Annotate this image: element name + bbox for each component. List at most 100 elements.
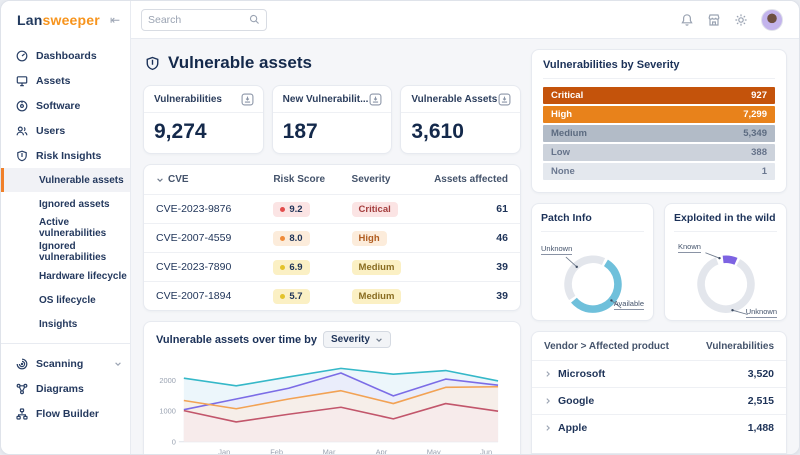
chevron-right-icon[interactable]	[544, 424, 552, 432]
sidebar-item-dashboards[interactable]: Dashboards	[1, 43, 130, 68]
sidebar-item-scanning[interactable]: Scanning	[1, 351, 130, 376]
stat-value: 187	[282, 120, 318, 143]
sidebar-item-diagrams[interactable]: Diagrams	[1, 376, 130, 401]
collapse-sidebar-icon[interactable]: ⇤	[109, 13, 120, 27]
severity-bar-high[interactable]: High 7,299	[543, 106, 775, 123]
save-widget-icon[interactable]	[369, 93, 382, 106]
trend-chart-card: Vulnerable assets over time by Severity …	[143, 321, 521, 454]
cve-id: CVE-2007-4559	[156, 232, 232, 244]
save-widget-icon[interactable]	[241, 93, 254, 106]
risk-dot	[280, 264, 286, 270]
chevron-right-icon[interactable]	[544, 397, 552, 405]
cve-table: CVE Risk Score Severity Assets affected …	[143, 164, 521, 311]
page-shield-icon	[145, 56, 160, 71]
severity-bar-critical[interactable]: Critical 927	[543, 87, 775, 104]
logo-row: Lansweeper ⇤	[1, 1, 130, 39]
sidebar-item-ignored-vulnerabilities[interactable]: Ignored vulnerabilities	[1, 240, 130, 264]
table-row[interactable]: CVE-2007-1894 5.7 Medium 39	[144, 281, 520, 310]
svg-text:Apr: Apr	[376, 448, 388, 454]
sidebar-item-label: Assets	[36, 74, 71, 87]
svg-text:Jun: Jun	[480, 448, 492, 454]
sidebar-item-label: Active vulnerabilities	[39, 217, 107, 239]
search-input[interactable]	[148, 13, 245, 26]
severity-bar-medium[interactable]: Medium 5,349	[543, 125, 775, 142]
group-by-dropdown[interactable]: Severity	[323, 331, 391, 348]
sidebar-item-software[interactable]: Software	[1, 93, 130, 118]
sidebar-item-insights[interactable]: Insights	[1, 312, 130, 336]
page-title: Vulnerable assets	[168, 53, 312, 72]
assets-affected-value: 46	[496, 232, 508, 244]
stat-label: New Vulnerabilit...	[282, 94, 369, 105]
exploited-donut	[696, 252, 755, 315]
vendor-row-google[interactable]: Google 2,515	[532, 387, 786, 414]
severity-bar-none[interactable]: None 1	[543, 163, 775, 180]
sidebar-item-label: Diagrams	[36, 382, 84, 395]
sidebar-item-assets[interactable]: Assets	[1, 68, 130, 93]
store-icon[interactable]	[707, 13, 721, 27]
vendor-row-microsoft[interactable]: Microsoft 3,520	[532, 360, 786, 387]
sidebar-item-label: Insights	[39, 318, 78, 330]
column-header-cve[interactable]: CVE	[156, 174, 273, 185]
lansweeper-logo: Lansweeper	[17, 12, 100, 28]
severity-bar-low[interactable]: Low 388	[543, 144, 775, 161]
sidebar-item-label: Software	[36, 99, 81, 112]
vendor-row-apple[interactable]: Apple 1,488	[532, 414, 786, 441]
sidebar-item-risk-insights[interactable]: Risk Insights	[1, 143, 130, 168]
severity-badge: Critical	[351, 201, 398, 217]
column-header-assets-affected[interactable]: Assets affected	[434, 174, 508, 185]
risk-dot	[280, 206, 286, 212]
donut-label-known: Known	[678, 242, 701, 253]
chevron-right-icon[interactable]	[544, 370, 552, 378]
donut-label-unknown: Unknown	[745, 307, 777, 318]
sidebar-item-os-lifecycle[interactable]: OS lifecycle	[1, 288, 130, 312]
sidebar-item-vulnerable-assets[interactable]: Vulnerable assets	[1, 168, 130, 192]
stat-value: 9,274	[154, 120, 207, 143]
sidebar-item-label: Scanning	[36, 357, 84, 370]
column-header-vulnerabilities[interactable]: Vulnerabilities	[706, 341, 774, 352]
dashboard-icon	[16, 50, 28, 62]
assets-affected-value: 61	[496, 203, 508, 215]
sidebar-item-label: Flow Builder	[36, 407, 99, 420]
cve-id: CVE-2023-9876	[156, 203, 232, 215]
monitor-icon	[16, 75, 28, 87]
panel-title: Exploited in the wild	[674, 212, 777, 232]
column-header-severity[interactable]: Severity	[351, 174, 391, 185]
sidebar-divider	[1, 343, 130, 344]
column-header-risk-score[interactable]: Risk Score	[273, 174, 326, 185]
sidebar-item-users[interactable]: Users	[1, 118, 130, 143]
svg-text:Mar: Mar	[323, 448, 336, 454]
sidebar-item-label: Vulnerable assets	[39, 174, 124, 186]
panel-title: Patch Info	[541, 212, 644, 232]
stat-value: 3,610	[411, 120, 464, 143]
sidebar-item-ignored-assets[interactable]: Ignored assets	[1, 192, 130, 216]
severity-badge: High	[351, 230, 387, 246]
sidebar-item-hardware-lifecycle[interactable]: Hardware lifecycle	[1, 264, 130, 288]
topbar	[131, 1, 799, 39]
sidebar-item-label: Ignored vulnerabilities	[39, 241, 107, 263]
vendor-table: Vendor > Affected product Vulnerabilitie…	[531, 331, 787, 454]
sidebar-nav: Dashboards Assets Software Users Risk In…	[1, 39, 130, 426]
svg-text:Jan: Jan	[218, 448, 230, 454]
stat-card-new-vulnerabilities: New Vulnerabilit... 187	[271, 85, 393, 154]
sidebar-item-flow-builder[interactable]: Flow Builder	[1, 401, 130, 426]
notifications-bell-icon[interactable]	[680, 13, 694, 27]
sidebar-item-active-vulnerabilities[interactable]: Active vulnerabilities	[1, 216, 130, 240]
disc-icon	[16, 100, 28, 112]
risk-score-pill: 9.2	[273, 201, 310, 217]
stat-card-vulnerabilities: Vulnerabilities 9,274	[143, 85, 264, 154]
settings-gear-icon[interactable]	[734, 13, 748, 27]
save-widget-icon[interactable]	[498, 93, 511, 106]
column-header-vendor[interactable]: Vendor > Affected product	[544, 341, 669, 352]
table-row[interactable]: CVE-2007-4559 8.0 High 46	[144, 223, 520, 252]
table-row[interactable]: CVE-2023-7890 6.9 Medium 39	[144, 252, 520, 281]
cve-id: CVE-2023-7890	[156, 261, 232, 273]
user-avatar[interactable]	[761, 8, 783, 31]
search-box[interactable]	[141, 8, 267, 31]
line-chart: 0 1000 2000 Jan Feb Mar Apr May Jun	[159, 367, 499, 454]
sort-chevron-icon	[156, 176, 164, 184]
sidebar-item-label: Risk Insights	[36, 149, 102, 162]
severity-badge: Medium	[351, 259, 402, 275]
users-icon	[16, 125, 28, 137]
table-row[interactable]: CVE-2023-9876 9.2 Critical 61	[144, 194, 520, 223]
stat-label: Vulnerable Assets	[411, 94, 498, 105]
